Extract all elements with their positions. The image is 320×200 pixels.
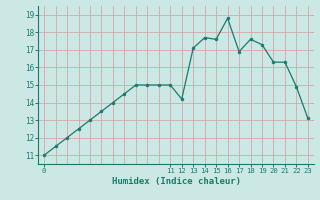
X-axis label: Humidex (Indice chaleur): Humidex (Indice chaleur) [111, 177, 241, 186]
